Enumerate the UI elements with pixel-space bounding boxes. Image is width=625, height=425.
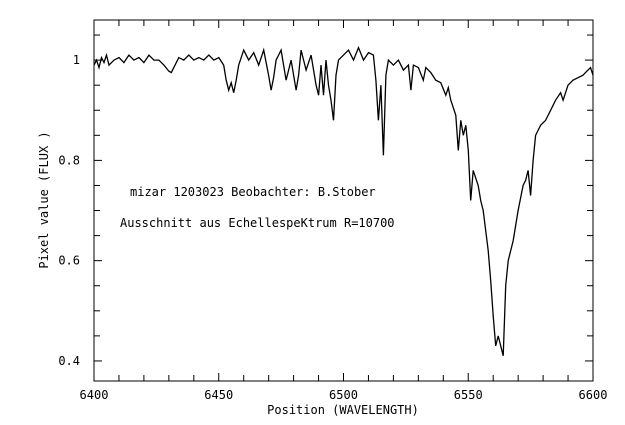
x-tick-label: 6450: [204, 388, 233, 402]
x-tick-label: 6600: [579, 388, 608, 402]
ticks: [94, 20, 593, 381]
x-axis-label: Position (WAVELENGTH): [267, 403, 419, 417]
x-tick-label: 6550: [454, 388, 483, 402]
y-tick-label: 0.8: [58, 153, 80, 167]
y-tick-label: 0.4: [58, 354, 80, 368]
tick-labels: 6400 6450 6500 6550 6600 0.4 0.6 0.8 1: [58, 53, 607, 402]
y-tick-label: 0.6: [58, 254, 80, 268]
y-tick-label: 1: [73, 53, 80, 67]
annotation-1: mizar 1203023 Beobachter: B.Stober: [130, 185, 376, 199]
series-line: [93, 45, 594, 357]
x-tick-label: 6400: [80, 388, 109, 402]
plot-frame: [93, 19, 594, 382]
y-axis-label: Pixel value (FLUX ): [37, 131, 51, 268]
annotation-2: Ausschnitt aus EchellespeKtrum R=10700: [120, 216, 395, 230]
x-tick-label: 6500: [329, 388, 358, 402]
